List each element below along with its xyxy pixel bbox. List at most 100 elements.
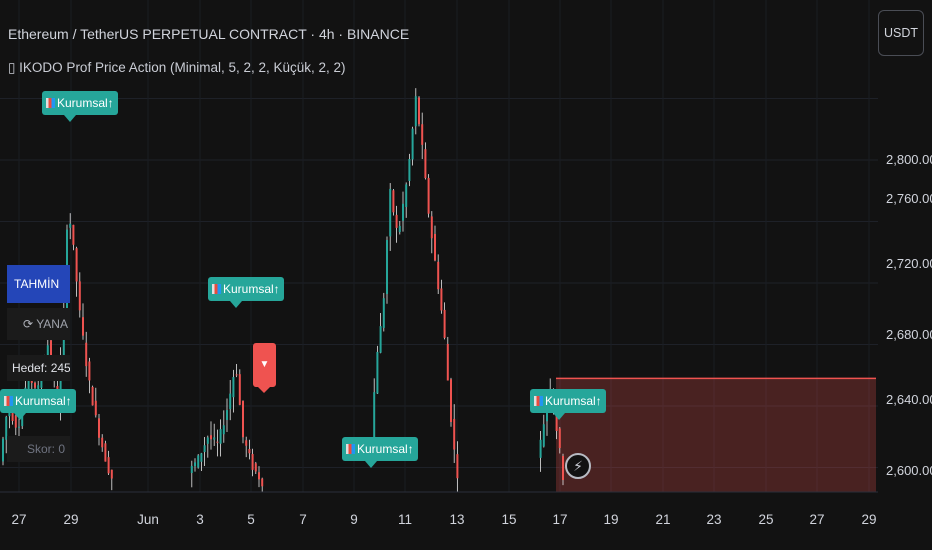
kurumsal-label: Kurumsal↑: [0, 389, 76, 413]
price-tick: 2,680.00: [886, 327, 932, 342]
candle-body: [232, 377, 235, 398]
candle-body: [443, 309, 446, 338]
chart-icon: [534, 396, 543, 406]
label-pointer: [365, 461, 377, 468]
price-tick: 2,800.00: [886, 152, 932, 167]
candle-body: [558, 428, 561, 449]
candle-body: [242, 400, 244, 438]
candle-body: [222, 425, 225, 435]
currency-button[interactable]: USDT: [878, 10, 924, 56]
candle-body: [437, 261, 440, 290]
candle-body: [408, 158, 411, 181]
symbol-title[interactable]: Ethereum / TetherUS PERPETUAL CONTRACT ·…: [8, 26, 410, 42]
candle-body: [110, 469, 113, 479]
label-pointer: [64, 115, 76, 122]
candle-body: [18, 426, 20, 428]
candle-body: [373, 392, 376, 459]
candle-body: [107, 457, 110, 474]
candle-body: [213, 437, 216, 440]
sell-arrow-icon: ▼: [259, 359, 270, 370]
candle-body: [219, 429, 222, 444]
time-tick: 19: [603, 512, 619, 527]
candle-body: [421, 124, 424, 145]
candle-body: [88, 361, 91, 381]
candle-body: [245, 440, 248, 446]
target-row: Hedef: 2459.7: [7, 355, 70, 381]
forecast-panel-header: TAHMİN: [7, 265, 70, 303]
target-label: Hedef: 2459.7: [12, 361, 70, 375]
kurumsal-label: Kurumsal↑: [208, 277, 284, 301]
time-tick: 9: [350, 512, 358, 527]
candle-body: [398, 225, 401, 233]
score-label: Skor: 0: [27, 442, 66, 456]
forecast-label: TAHMİN: [14, 277, 60, 291]
candle-body: [91, 386, 94, 406]
chart-icon: [46, 98, 55, 108]
lightning-icon[interactable]: ⚡: [565, 453, 591, 479]
candle-body: [203, 445, 206, 453]
candle-body: [376, 351, 379, 394]
candle-body: [402, 203, 404, 221]
chart-icon: [212, 284, 221, 294]
candle-body: [235, 374, 238, 376]
candle-body: [261, 478, 264, 487]
candle-body: [11, 408, 14, 421]
candle-body: [395, 214, 398, 228]
candle-body: [216, 441, 219, 443]
candle-body: [238, 374, 241, 405]
price-tick: 2,720.00: [886, 256, 932, 271]
candle-body: [418, 97, 420, 125]
candle-body: [210, 435, 212, 440]
candle-body: [206, 437, 209, 444]
time-tick: 7: [299, 512, 307, 527]
candle-body: [427, 177, 430, 214]
candle-body: [226, 410, 228, 420]
label-pointer: [230, 301, 242, 308]
time-tick: 5: [247, 512, 255, 527]
indicator-title[interactable]: ▯ IKODO Prof Price Action (Minimal, 5, 2…: [8, 60, 346, 75]
price-tick: 2,640.00: [886, 392, 932, 407]
candle-body: [190, 465, 193, 473]
candle-body: [78, 281, 81, 311]
candle-body: [2, 438, 4, 462]
candle-body: [456, 454, 459, 479]
candle-body: [446, 343, 449, 381]
candle-body: [50, 340, 52, 366]
candle-body: [229, 393, 232, 410]
candle-body: [98, 418, 100, 438]
candle-body: [197, 455, 200, 468]
sideways-icon: ⟳: [23, 317, 34, 331]
candle-body: [430, 216, 433, 239]
candle-body: [8, 410, 11, 417]
candle-body: [85, 342, 88, 367]
chart-icon: [4, 396, 13, 406]
time-tick: 27: [809, 512, 825, 527]
time-tick: 27: [11, 512, 27, 527]
chart-grid: [0, 0, 878, 492]
label-pointer: [14, 413, 26, 420]
candle-body: [424, 149, 427, 179]
time-tick: 17: [552, 512, 568, 527]
candle-body: [82, 317, 84, 336]
candle-body: [440, 288, 443, 311]
kurumsal-label: Kurumsal↑: [342, 437, 418, 461]
candle-body: [254, 463, 257, 472]
time-tick: 21: [655, 512, 671, 527]
candle-body: [542, 424, 545, 447]
candle-body: [405, 184, 408, 207]
time-tick: 29: [861, 512, 877, 527]
time-tick: Jun: [137, 512, 159, 527]
time-tick: 15: [501, 512, 517, 527]
candle-body: [382, 298, 385, 328]
candle-body: [450, 379, 452, 422]
time-tick: 13: [449, 512, 465, 527]
candle-body: [555, 411, 558, 431]
candle-body: [104, 443, 107, 462]
candle-body: [27, 372, 30, 392]
candle-body: [392, 190, 395, 213]
candle-body: [34, 382, 36, 388]
candle-body: [101, 437, 104, 448]
candle-body: [14, 415, 17, 428]
candle-body: [251, 453, 254, 470]
